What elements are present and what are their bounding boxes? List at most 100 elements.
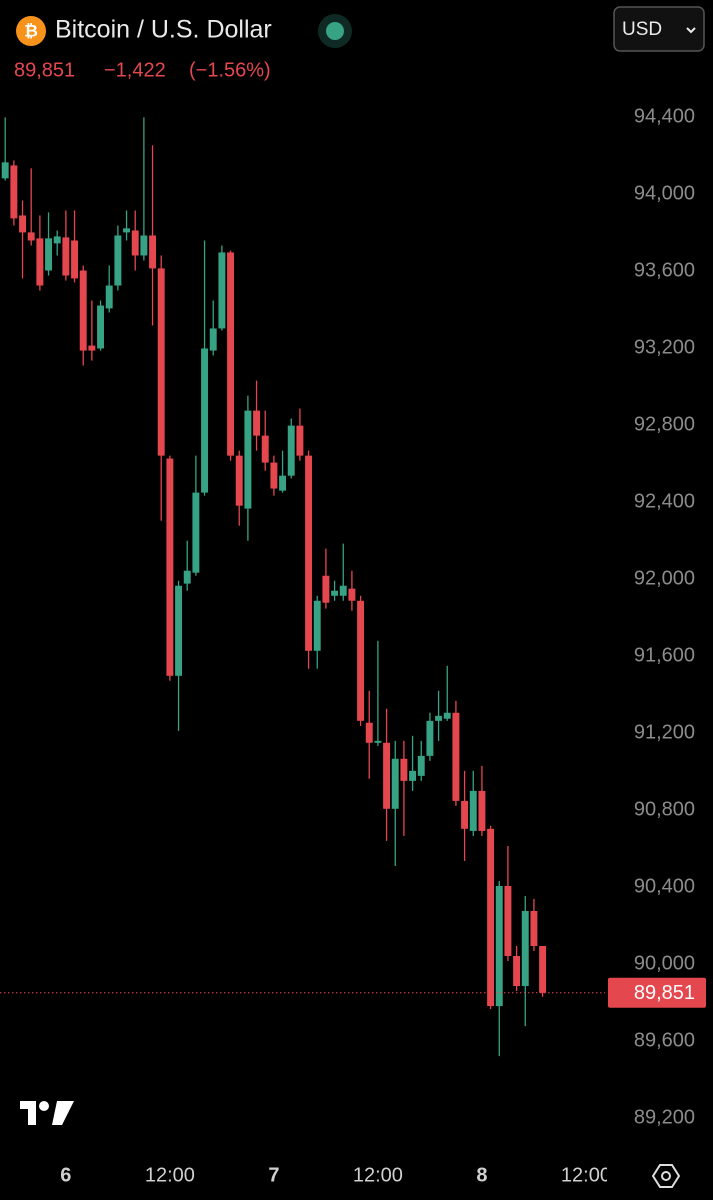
candle-body bbox=[36, 238, 44, 286]
candle-body bbox=[19, 215, 27, 233]
candle-body bbox=[235, 455, 243, 506]
header-price: 89,851 bbox=[14, 59, 75, 81]
candle-body bbox=[287, 425, 295, 476]
candle-body bbox=[218, 252, 226, 329]
x-tick-label: 7 bbox=[268, 1164, 279, 1186]
candle-body bbox=[97, 305, 105, 349]
candle-body bbox=[339, 585, 347, 596]
bitcoin-logo bbox=[16, 16, 46, 46]
candle-body bbox=[357, 600, 365, 721]
last-price-label: 89,851 bbox=[634, 982, 695, 1004]
candle-body bbox=[495, 885, 503, 1007]
candle-body bbox=[383, 742, 391, 809]
y-tick-label: 90,400 bbox=[634, 875, 695, 897]
candle-body bbox=[443, 712, 451, 719]
candle-body bbox=[270, 462, 278, 489]
candle-body bbox=[513, 956, 521, 987]
candle-body bbox=[105, 285, 113, 309]
candle-body bbox=[374, 740, 382, 743]
candle-body bbox=[88, 345, 96, 351]
candle-body bbox=[45, 238, 53, 271]
y-tick-label: 92,400 bbox=[634, 491, 695, 513]
x-tick-label: 6 bbox=[60, 1164, 71, 1186]
header-change-percent: (−1.56%) bbox=[189, 59, 271, 81]
plot-area bbox=[0, 117, 605, 1057]
y-tick-label: 89,600 bbox=[634, 1029, 695, 1051]
candle-body bbox=[253, 410, 261, 436]
candle-body bbox=[539, 946, 547, 993]
candle-body bbox=[157, 268, 165, 456]
y-tick-label: 92,800 bbox=[634, 414, 695, 436]
candle-body bbox=[79, 270, 87, 351]
candle-body bbox=[461, 800, 469, 829]
candle-body bbox=[435, 715, 443, 721]
candle-body bbox=[10, 165, 18, 219]
y-tick-label: 93,200 bbox=[634, 337, 695, 359]
candle-body bbox=[504, 885, 512, 957]
candle-body bbox=[71, 240, 79, 279]
currency-caret[interactable] bbox=[686, 27, 696, 34]
candle-body bbox=[201, 348, 209, 493]
candle-body bbox=[487, 828, 495, 1007]
y-tick-label: 91,600 bbox=[634, 644, 695, 666]
x-tick-label: 12:00 bbox=[561, 1164, 611, 1186]
candle-body bbox=[391, 758, 399, 809]
candle-body bbox=[244, 410, 252, 509]
candle-body bbox=[183, 570, 191, 584]
y-tick-label: 92,000 bbox=[634, 567, 695, 589]
candle-body bbox=[149, 235, 157, 269]
tradingview-logo bbox=[20, 1101, 74, 1125]
candle-body bbox=[53, 236, 61, 244]
header-change: −1,422 bbox=[104, 59, 166, 81]
y-tick-label: 94,400 bbox=[634, 106, 695, 128]
candle-body bbox=[209, 328, 217, 351]
y-tick-label: 93,600 bbox=[634, 260, 695, 282]
candle-body bbox=[296, 425, 304, 456]
x-tick-label: 12:00 bbox=[353, 1164, 403, 1186]
candle-body bbox=[305, 455, 313, 651]
settings-icon[interactable] bbox=[651, 1164, 681, 1188]
candle-body bbox=[426, 720, 434, 756]
bitcoin-logo-symbol: ₿ bbox=[24, 21, 38, 40]
last-price-tag bbox=[608, 977, 706, 1008]
candle-body bbox=[313, 600, 321, 651]
status-dot bbox=[326, 22, 344, 40]
candle-body bbox=[261, 435, 269, 463]
y-tick-label: 94,000 bbox=[634, 183, 695, 205]
y-tick-label: 89,200 bbox=[634, 1106, 695, 1128]
candle-body bbox=[348, 588, 356, 601]
candle-body bbox=[521, 910, 529, 987]
x-tick-label: 8 bbox=[476, 1164, 487, 1186]
candle-body bbox=[62, 237, 70, 276]
candle-body bbox=[322, 575, 330, 603]
candle-body bbox=[27, 232, 35, 241]
candle-body bbox=[227, 252, 235, 456]
candle-body bbox=[331, 590, 339, 596]
candle-body bbox=[400, 758, 408, 781]
currency-selector[interactable] bbox=[613, 6, 705, 52]
currency-label[interactable]: USD bbox=[622, 19, 662, 40]
y-tick-label: 90,800 bbox=[634, 798, 695, 820]
candle-body bbox=[192, 492, 200, 573]
candle-body bbox=[279, 475, 287, 491]
y-tick-label: 90,000 bbox=[634, 952, 695, 974]
candle-body bbox=[365, 722, 373, 743]
candle-body bbox=[1, 162, 9, 179]
candle-body bbox=[140, 235, 148, 256]
candle-body bbox=[114, 235, 122, 286]
x-axis: 6 12:00 7 12:00 8 12:00 bbox=[60, 1164, 611, 1186]
candle-body bbox=[166, 458, 174, 676]
candle-body bbox=[452, 712, 460, 801]
candle-body bbox=[417, 755, 425, 776]
y-tick-label: 91,200 bbox=[634, 721, 695, 743]
candle-body bbox=[530, 910, 538, 947]
chart-title: Bitcoin / U.S. Dollar bbox=[55, 16, 272, 44]
x-tick-label: 12:00 bbox=[145, 1164, 195, 1186]
candle-body bbox=[123, 228, 131, 233]
candle-body bbox=[131, 230, 139, 256]
candle-body bbox=[175, 585, 183, 676]
candle-body bbox=[469, 790, 477, 831]
candle-body bbox=[409, 770, 417, 781]
